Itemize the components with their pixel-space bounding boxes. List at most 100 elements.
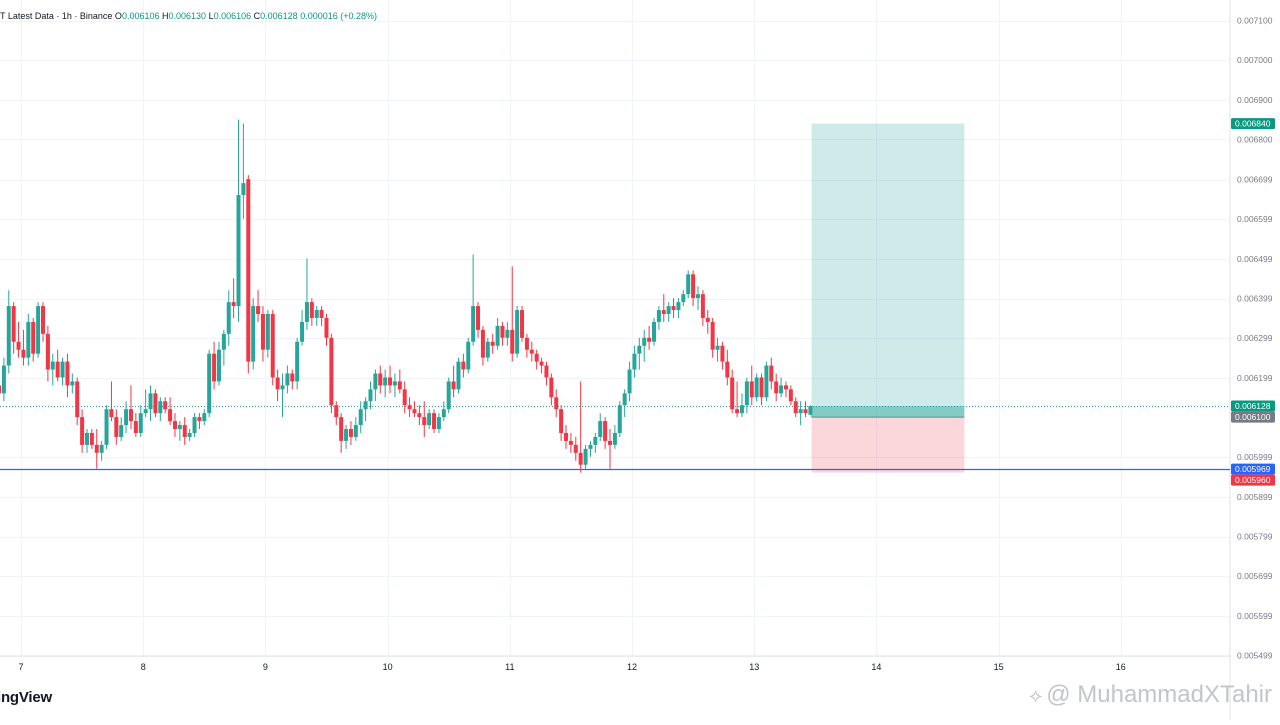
- candle-body: [128, 409, 133, 422]
- candle-body: [236, 195, 241, 307]
- candle-body: [774, 381, 779, 394]
- time-axis[interactable]: 7 8 9 10 11 12 13 14 15 16: [18, 662, 1125, 672]
- candle-body: [647, 337, 652, 342]
- candle: [710, 317, 715, 358]
- candle-body: [402, 389, 407, 406]
- candle-body: [700, 294, 705, 318]
- candle: [735, 381, 740, 418]
- candle: [192, 413, 197, 437]
- candle: [133, 413, 138, 437]
- candle-body: [759, 377, 764, 398]
- candle-body: [114, 417, 119, 437]
- candle: [197, 413, 202, 430]
- candle: [622, 389, 627, 418]
- candle: [65, 353, 70, 398]
- candle-body: [158, 401, 163, 414]
- take-profit-zone: [811, 123, 965, 418]
- candle: [138, 405, 143, 437]
- horizontal-lines[interactable]: [0, 406, 1230, 471]
- ohlc-open: O0.006106: [114, 11, 160, 21]
- candle: [759, 373, 764, 406]
- price-axis[interactable]: 0.007100 0.007000 0.006900 0.006800 0.006699…: [1237, 16, 1273, 661]
- candle: [642, 329, 647, 362]
- candle: [212, 341, 217, 390]
- candle: [510, 266, 515, 362]
- candle: [617, 401, 622, 437]
- candle-body: [691, 274, 696, 299]
- candle-body: [383, 377, 388, 386]
- candle-body: [60, 361, 65, 378]
- candle: [730, 369, 735, 414]
- candle-body: [363, 401, 368, 410]
- candle: [480, 325, 485, 366]
- candle: [412, 401, 417, 418]
- candle: [476, 302, 481, 338]
- candle-body: [378, 373, 383, 386]
- candle: [143, 389, 148, 418]
- candle: [422, 401, 427, 437]
- candle: [656, 306, 661, 330]
- candle: [275, 369, 280, 402]
- candle: [324, 314, 329, 346]
- candle: [172, 413, 177, 437]
- candle: [578, 381, 583, 473]
- candle-body: [441, 409, 446, 418]
- candle: [89, 429, 94, 449]
- candle-body: [466, 341, 471, 370]
- candle: [75, 377, 80, 426]
- candle-body: [637, 345, 642, 354]
- candle-body: [730, 377, 735, 410]
- price-badge-bg: [1231, 411, 1275, 423]
- candle-body: [749, 381, 754, 398]
- candle-body: [265, 314, 270, 350]
- candle: [383, 369, 388, 398]
- candle-body: [461, 361, 466, 370]
- candle: [16, 321, 21, 358]
- candle-body: [177, 425, 182, 430]
- candle-body: [168, 409, 173, 422]
- ohlc-high: H0.006130: [162, 11, 207, 21]
- candle-body: [432, 413, 437, 430]
- price-tick-label: 0.005699: [1237, 571, 1273, 581]
- candle: [451, 365, 456, 398]
- candle: [739, 393, 744, 418]
- candle: [749, 365, 754, 406]
- candle-body: [808, 406, 813, 415]
- price-tick-label: 0.007100: [1237, 16, 1273, 26]
- candle-body: [75, 381, 80, 418]
- candle-body: [573, 444, 578, 453]
- candle-body: [124, 409, 129, 426]
- candle: [221, 329, 226, 366]
- candle: [392, 373, 397, 398]
- candle-body: [695, 294, 700, 299]
- candle: [158, 397, 163, 422]
- candle-body: [549, 377, 554, 398]
- candle-body: [480, 329, 485, 358]
- candle-body: [642, 337, 647, 346]
- long-position-tool[interactable]: [810, 123, 965, 473]
- candle: [388, 365, 393, 394]
- candle: [583, 444, 588, 469]
- candle-body: [715, 345, 720, 350]
- candle-body: [412, 409, 417, 414]
- candle-body: [769, 365, 774, 382]
- candle: [568, 432, 573, 453]
- candle: [300, 310, 305, 346]
- time-tick-label: 7: [18, 662, 23, 672]
- time-tick-label: 15: [994, 662, 1004, 672]
- candle: [779, 377, 784, 398]
- candle-body: [578, 452, 583, 465]
- candle-body: [26, 321, 31, 358]
- candle: [163, 397, 168, 414]
- tradingview-logo[interactable]: ingView: [0, 689, 53, 706]
- price-tick-label: 0.006699: [1237, 175, 1273, 185]
- candle: [260, 306, 265, 362]
- price-badge: 0.005969: [1231, 463, 1275, 475]
- candle-body: [358, 409, 363, 426]
- candle: [676, 298, 681, 318]
- candle-body: [138, 413, 143, 433]
- candle: [549, 373, 554, 406]
